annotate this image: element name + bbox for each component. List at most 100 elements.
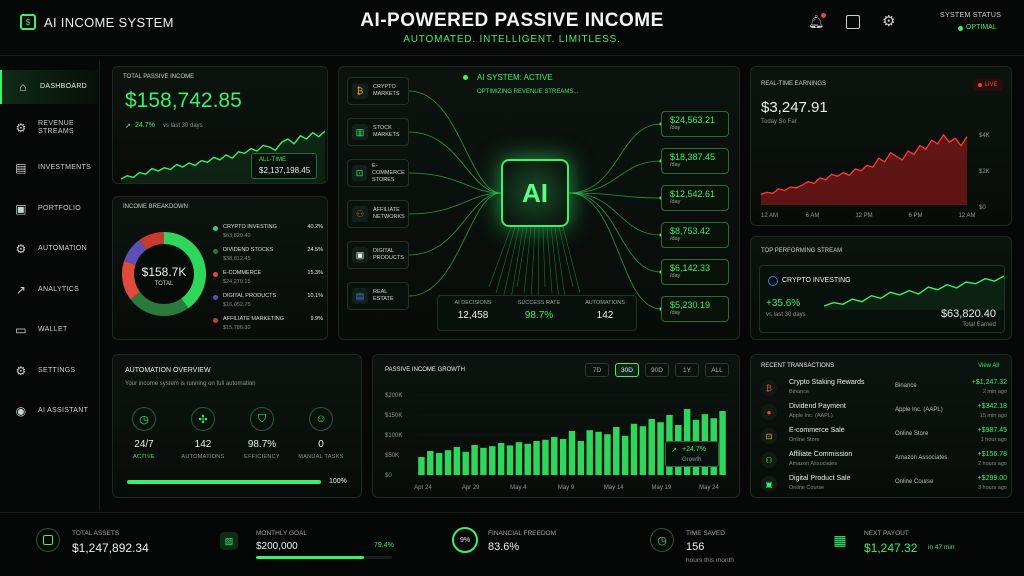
donut-center-label: TOTAL [154, 281, 174, 287]
total-income-value: $158,742.85 [125, 89, 242, 112]
revenue-output-value: $5,230.19 [670, 300, 711, 310]
growth-badge: ↗ +24.7% Growth [665, 441, 719, 467]
transaction-amount: +$342.18 [977, 403, 1007, 410]
sidebar-item-analytics[interactable]: ↗ ANALYTICS [0, 273, 98, 307]
range-button-90d[interactable]: 90D [645, 363, 669, 377]
revenue-output: $24,563.21/day [661, 111, 729, 137]
sidebar-item-label: INVESTMENTS [38, 164, 92, 171]
transaction-row[interactable]: ⚇ Affiliate Commission Amazon Associates Am… [761, 449, 1007, 473]
income-breakdown-card: INCOME BREAKDOWN $158.7K TOTAL CRYPTO IN… [112, 196, 328, 340]
sidebar-item-dashboard[interactable]: ⌂ DASHBOARD [0, 70, 98, 104]
transaction-sub: Online Course [789, 485, 825, 491]
breakdown-item: E-COMMERCE 15.3% $24,270.15 [213, 269, 323, 291]
source-stock[interactable]: ▥ STOCK MARKETS [347, 118, 409, 146]
ai-stat-value: 98.7% [524, 310, 554, 321]
freedom-ring: 9% [452, 527, 478, 553]
sidebar: ⌂ DASHBOARD ⚙ REVENUE STREAMS ▤ INVESTMENTS ▣ P… [0, 60, 100, 510]
scan-icon[interactable] [846, 15, 860, 29]
transaction-sub: Online Store [789, 437, 820, 443]
source-label: STOCK MARKETS [373, 125, 400, 139]
growth-bar [577, 441, 585, 475]
automation-overview-card: AUTOMATION OVERVIEW Your income system i… [112, 354, 362, 498]
transaction-amount: +$987.45 [977, 427, 1007, 434]
ai-stat: AUTOMATIONS 142 [574, 300, 636, 321]
user-icon: ☺ [309, 407, 333, 431]
gear-icon[interactable]: ⚙ [882, 13, 896, 30]
sidebar-item-wallet[interactable]: ▭ WALLET [0, 313, 98, 347]
transaction-row[interactable]: ● Dividend Payment Apple Inc. (AAPL) Apple … [761, 401, 1007, 425]
building-icon: ▤ [352, 288, 368, 304]
breakdown-item-amount: $38,812.45 [223, 256, 251, 262]
realtime-y-tick: $0 [979, 205, 986, 211]
growth-bar [639, 426, 647, 475]
breakdown-item-amount: $24,270.15 [223, 279, 251, 285]
breakdown-item-name: E-COMMERCE [223, 270, 262, 276]
source-affiliate[interactable]: ⚇ AFFILIATE NETWORKS [347, 200, 409, 228]
breakdown-item-amount: $15,786.30 [223, 325, 251, 331]
building-icon: ▤ [15, 161, 27, 175]
breakdown-item-amount: $16,052.75 [223, 302, 251, 308]
brand-logo-icon: $ [20, 14, 36, 30]
clock-icon: ◷ [132, 407, 156, 431]
growth-x-tick: May 4 [510, 485, 527, 491]
automation-stat-value: 24/7 [134, 439, 154, 450]
source-label-line1: DIGITAL [373, 248, 394, 254]
time-saved-note: hours this month [686, 557, 735, 564]
output-connection-line [568, 123, 662, 194]
breakdown-item: DIGITAL PRODUCTS 10.1% $16,052.75 [213, 292, 323, 314]
source-label: REAL ESTATE [373, 289, 394, 303]
brain-icon: ◉ [15, 404, 27, 418]
source-label-line2: MARKETS [373, 91, 400, 97]
sidebar-item-investments[interactable]: ▤ INVESTMENTS [0, 151, 98, 185]
top-stream-value-note: Total Earned [962, 322, 996, 328]
sidebar-item-portfolio[interactable]: ▣ PORTFOLIO [0, 192, 98, 226]
range-button-7d[interactable]: 7D [585, 363, 609, 377]
realtime-x-tick: 6 PM [908, 213, 922, 219]
growth-bar [657, 422, 664, 475]
revenue-output-unit: /day [670, 273, 681, 279]
source-label-line2: STORES [372, 176, 395, 183]
kpi-next-payout: ▦ NEXT PAYOUT $1,247.32 in 47 min [828, 518, 1008, 568]
growth-x-tick: May 24 [699, 485, 719, 491]
transaction-row[interactable]: ₿ Crypto Staking Rewards Binance Binance +$1… [761, 377, 1007, 401]
sidebar-item-automation[interactable]: ⚙ AUTOMATION [0, 232, 98, 266]
growth-bar [533, 441, 540, 475]
automation-stat: ⛉ 98.7% EFFICIENCY [237, 407, 287, 460]
people-icon: ⚇ [352, 206, 368, 222]
source-e-commerce[interactable]: ⊡ E-COMMERCE STORES [347, 159, 409, 187]
sidebar-item-ai-assistant[interactable]: ◉ AI ASSISTANT [0, 394, 98, 428]
growth-badge-icon: ↗ [671, 447, 677, 454]
transaction-row[interactable]: ⊡ E-commerce Sale Online Store Online Store… [761, 425, 1007, 449]
time-saved-value: 156 [686, 541, 705, 553]
chip-trace-line [530, 226, 536, 300]
ai-chip: AI [501, 159, 569, 227]
growth-badge-value: +24.7% [682, 446, 706, 453]
apple-icon: ● [761, 404, 777, 420]
gear-icon: ⚙ [15, 120, 27, 135]
view-all-link[interactable]: View All [978, 363, 999, 369]
ai-stat-value: 12,458 [457, 310, 489, 321]
crypto-stream-icon [768, 276, 778, 286]
range-button-1y[interactable]: 1Y [675, 363, 699, 377]
home-icon: ⌂ [19, 80, 27, 94]
page-subtitle: AUTOMATED. INTELLIGENT. LIMITLESS. [403, 34, 621, 45]
source-label-line1: AFFILIATE [373, 207, 400, 213]
transaction-source: Online Store [895, 431, 929, 437]
calendar-icon: ▦ [833, 531, 847, 548]
sparkline-line [121, 130, 325, 180]
source-digital[interactable]: ▣ DIGITAL PRODUCTS [347, 241, 409, 269]
source-label: CRYPTO MARKETS [373, 84, 400, 98]
transaction-row[interactable]: ▣ Digital Product Sale Online Course Online… [761, 473, 1007, 497]
source-crypto[interactable]: ₿ CRYPTO MARKETS [347, 77, 409, 105]
realtime-area [761, 134, 967, 205]
automation-progress-fill [127, 480, 321, 484]
ai-optimizing: OPTIMIZING REVENUE STREAMS... [477, 89, 579, 95]
sidebar-item-settings[interactable]: ⚙ SETTINGS [0, 354, 98, 388]
notification-bell-icon[interactable]: 🔔︎ [808, 13, 826, 29]
range-button-30d[interactable]: 30D [615, 363, 639, 377]
range-button-all[interactable]: ALL [705, 363, 729, 377]
realtime-earnings-card: REAL-TIME EARNINGS LIVE $3,247.91 Today … [750, 66, 1012, 226]
sidebar-item-revenue-streams[interactable]: ⚙ REVENUE STREAMS [0, 111, 98, 145]
transaction-name: Dividend Payment [789, 403, 846, 410]
source-real[interactable]: ▤ REAL ESTATE [347, 282, 409, 310]
